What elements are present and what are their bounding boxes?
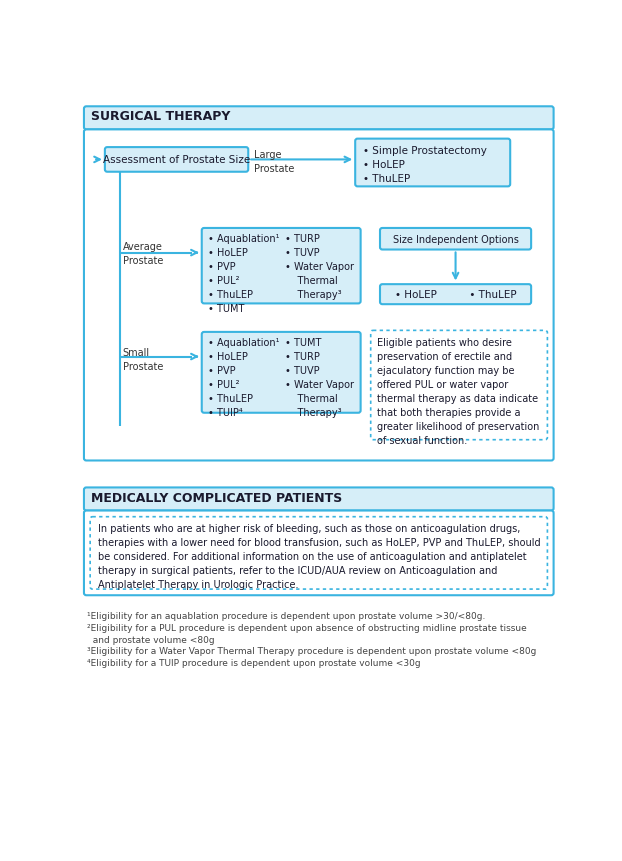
Text: • Aquablation¹
• HoLEP
• PVP
• PUL²
• ThuLEP
• TUMT: • Aquablation¹ • HoLEP • PVP • PUL² • Th…	[208, 233, 279, 313]
Text: • TURP
• TUVP
• Water Vapor
    Thermal
    Therapy³: • TURP • TUVP • Water Vapor Thermal Ther…	[285, 233, 355, 300]
Text: • TUMT
• TURP
• TUVP
• Water Vapor
    Thermal
    Therapy³: • TUMT • TURP • TUVP • Water Vapor Therm…	[285, 338, 355, 417]
FancyBboxPatch shape	[84, 488, 554, 511]
Text: ²Eligibility for a PUL procedure is dependent upon absence of obstructing midlin: ²Eligibility for a PUL procedure is depe…	[87, 623, 527, 644]
FancyBboxPatch shape	[90, 517, 547, 590]
FancyBboxPatch shape	[84, 107, 554, 130]
FancyBboxPatch shape	[202, 332, 361, 413]
FancyBboxPatch shape	[105, 148, 248, 172]
Text: Size Independent Options: Size Independent Options	[392, 234, 519, 245]
Text: In patients who are at higher risk of bleeding, such as those on anticoagulation: In patients who are at higher risk of bl…	[98, 523, 541, 589]
Text: SURGICAL THERAPY: SURGICAL THERAPY	[91, 109, 230, 122]
Text: • Aquablation¹
• HoLEP
• PVP
• PUL²
• ThuLEP
• TUIP⁴: • Aquablation¹ • HoLEP • PVP • PUL² • Th…	[208, 338, 279, 417]
Text: • Simple Prostatectomy
• HoLEP
• ThuLEP: • Simple Prostatectomy • HoLEP • ThuLEP	[363, 146, 487, 183]
Text: Eligible patients who desire
preservation of erectile and
ejaculatory function m: Eligible patients who desire preservatio…	[377, 338, 539, 445]
FancyBboxPatch shape	[355, 139, 510, 187]
FancyBboxPatch shape	[84, 511, 554, 596]
Text: Assessment of Prostate Size: Assessment of Prostate Size	[103, 155, 250, 165]
FancyBboxPatch shape	[380, 229, 531, 251]
Text: Large
Prostate: Large Prostate	[254, 150, 295, 173]
FancyBboxPatch shape	[371, 331, 547, 440]
Text: ⁴Eligibility for a TUIP procedure is dependent upon prostate volume <30g: ⁴Eligibility for a TUIP procedure is dep…	[87, 659, 420, 667]
FancyBboxPatch shape	[84, 130, 554, 461]
Text: • HoLEP          • ThuLEP: • HoLEP • ThuLEP	[395, 290, 516, 300]
FancyBboxPatch shape	[202, 229, 361, 304]
Text: Average
Prostate: Average Prostate	[123, 242, 163, 266]
FancyBboxPatch shape	[380, 285, 531, 305]
Text: Small
Prostate: Small Prostate	[123, 348, 163, 372]
Text: ³Eligibility for a Water Vapor Thermal Therapy procedure is dependent upon prost: ³Eligibility for a Water Vapor Thermal T…	[87, 647, 536, 655]
Text: ¹Eligibility for an aquablation procedure is dependent upon prostate volume >30/: ¹Eligibility for an aquablation procedur…	[87, 611, 485, 620]
Text: MEDICALLY COMPLICATED PATIENTS: MEDICALLY COMPLICATED PATIENTS	[91, 491, 342, 504]
